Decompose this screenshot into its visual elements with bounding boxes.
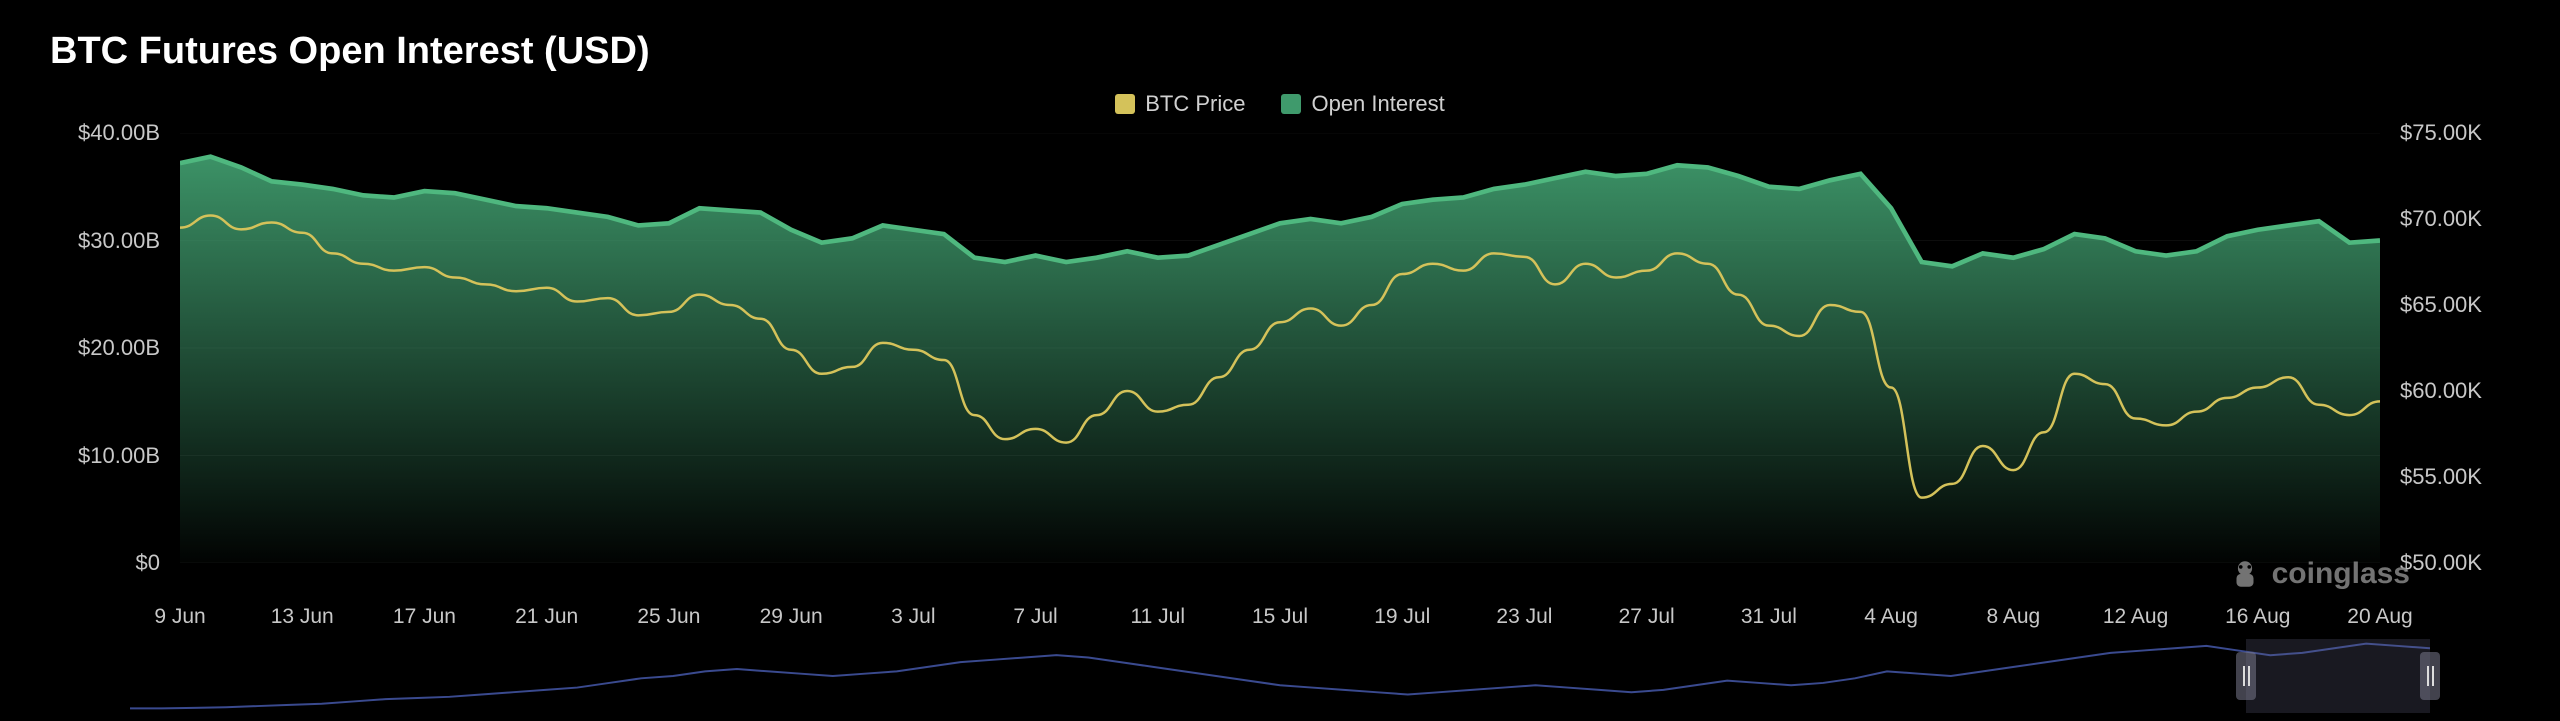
y-right-tick: $75.00K: [2400, 122, 2482, 144]
x-tick: 25 Jun: [637, 605, 700, 629]
legend-item-btc-price[interactable]: BTC Price: [1115, 91, 1245, 117]
x-tick: 15 Jul: [1252, 605, 1308, 629]
x-tick: 9 Jun: [154, 605, 205, 629]
x-tick: 20 Aug: [2347, 605, 2412, 629]
brush-selection[interactable]: [2246, 639, 2430, 713]
y-left-tick: $20.00B: [78, 337, 160, 359]
x-tick: 4 Aug: [1864, 605, 1918, 629]
legend-swatch-btc-price: [1115, 94, 1135, 114]
x-tick: 8 Aug: [1986, 605, 2040, 629]
plot-surface[interactable]: [180, 133, 2380, 563]
plot-svg: [180, 133, 2380, 563]
legend-label-open-interest: Open Interest: [1311, 91, 1444, 117]
y-left-tick: $30.00B: [78, 230, 160, 252]
x-tick: 17 Jun: [393, 605, 456, 629]
open-interest-area: [180, 157, 2380, 563]
brush-handle-right[interactable]: [2420, 652, 2440, 700]
y-left-tick: $10.00B: [78, 445, 160, 467]
legend-item-open-interest[interactable]: Open Interest: [1281, 91, 1444, 117]
y-right-tick: $55.00K: [2400, 466, 2482, 488]
brush-handle-left[interactable]: [2236, 652, 2256, 700]
x-tick: 23 Jul: [1496, 605, 1552, 629]
x-tick: 19 Jul: [1374, 605, 1430, 629]
y-right-tick: $50.00K: [2400, 552, 2482, 574]
chart-plot-area[interactable]: $40.00B$30.00B$20.00B$10.00B$0 $75.00K$7…: [50, 133, 2510, 563]
legend-swatch-open-interest: [1281, 94, 1301, 114]
x-tick: 12 Aug: [2103, 605, 2168, 629]
y-axis-left: $40.00B$30.00B$20.00B$10.00B$0: [50, 133, 160, 563]
brush-svg: [130, 639, 2430, 713]
y-left-tick: $0: [136, 552, 160, 574]
x-tick: 11 Jul: [1131, 605, 1185, 629]
x-tick: 27 Jul: [1619, 605, 1675, 629]
y-axis-right: $75.00K$70.00K$65.00K$60.00K$55.00K$50.0…: [2400, 133, 2510, 563]
x-tick: 7 Jul: [1013, 605, 1057, 629]
x-tick: 16 Aug: [2225, 605, 2290, 629]
watermark: coinglass: [2228, 557, 2410, 591]
y-left-tick: $40.00B: [78, 122, 160, 144]
y-right-tick: $65.00K: [2400, 294, 2482, 316]
legend: BTC Price Open Interest: [50, 91, 2510, 117]
brush-navigator[interactable]: [130, 639, 2430, 713]
chart-title: BTC Futures Open Interest (USD): [50, 30, 2510, 73]
x-tick: 13 Jun: [271, 605, 334, 629]
y-right-tick: $60.00K: [2400, 380, 2482, 402]
y-right-tick: $70.00K: [2400, 208, 2482, 230]
x-tick: 21 Jun: [515, 605, 578, 629]
legend-label-btc-price: BTC Price: [1145, 91, 1245, 117]
watermark-text: coinglass: [2272, 557, 2410, 591]
chart-container: BTC Futures Open Interest (USD) BTC Pric…: [0, 0, 2560, 721]
x-tick: 3 Jul: [891, 605, 935, 629]
coinglass-logo-icon: [2228, 557, 2262, 591]
x-tick: 31 Jul: [1741, 605, 1797, 629]
x-tick: 29 Jun: [760, 605, 823, 629]
